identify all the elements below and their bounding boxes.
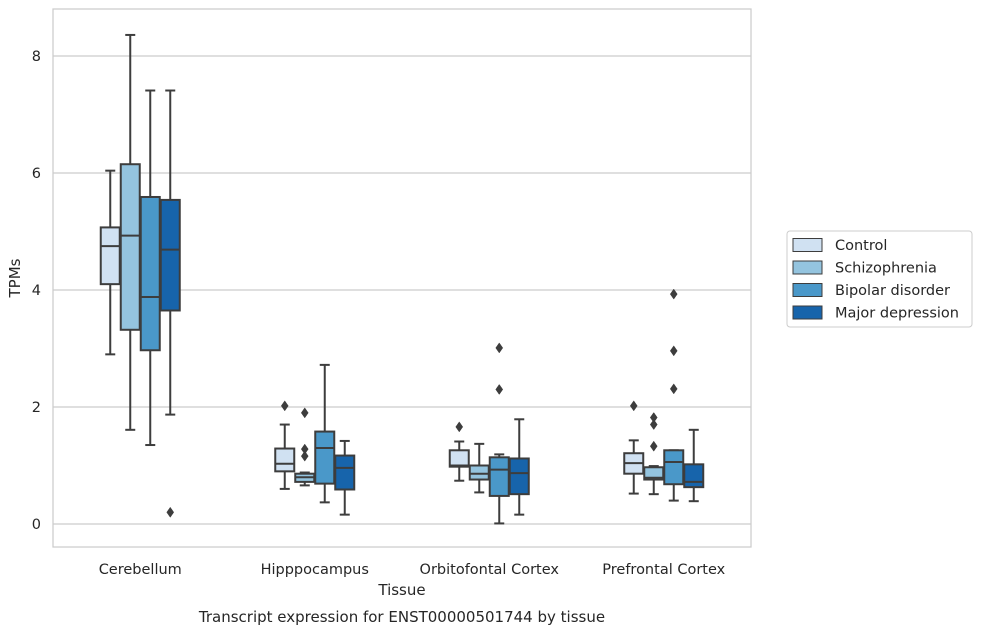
outlier-point [669,345,678,357]
x-tick-labels: Cerebellum Hipppocampus Orbitofontal Corte… [99,562,726,578]
y-tick-label: 4 [32,283,41,299]
chart-caption: Transcript expression for ENST0000050174… [198,608,605,626]
legend-item-bipolar-disorder: Bipolar disorder [792,283,950,299]
box-iqr [468,464,490,481]
box-cerebellum [99,169,121,356]
box-iqr [119,163,141,331]
y-tick-label: 2 [32,400,41,416]
x-tick-label: Prefrontal Cortex [602,562,725,578]
box-hipppocampus [334,439,356,516]
outlier-point [649,419,658,430]
box-hipppocampus [314,363,336,504]
box-hipppocampus [294,407,316,487]
legend-item-major-depression: Major depression [792,305,959,322]
legend-label: Schizophrenia [835,261,937,277]
outlier-point [455,421,464,433]
box-iqr [508,457,530,496]
outlier-point [669,288,678,300]
legend-swatch [792,283,823,297]
outlier-point [300,443,309,455]
outlier-point [300,407,309,419]
outlier-point [280,400,289,412]
box-cerebellum [119,33,141,431]
outlier-point [649,412,658,423]
box-iqr [99,226,121,286]
box-iqr [334,454,356,491]
box-iqr [314,430,336,485]
box-iqr [488,456,510,497]
outlier-point [629,400,638,412]
outlier-point [166,506,175,518]
series-bipolar-disorder [139,89,685,525]
legend-swatch [792,238,823,252]
outlier-point [300,450,309,462]
plot-area-frame [52,8,752,548]
y-tick-label: 8 [32,49,41,65]
box-prefrontal-cortex [643,412,665,496]
legend-label: Control [835,238,887,254]
legend-item-schizophrenia: Schizophrenia [792,260,937,277]
box-iqr [159,198,181,312]
x-tick-label: Cerebellum [99,562,182,578]
y-tick-labels: 0 2 4 6 8 [32,49,41,533]
outlier-point [669,383,678,395]
box-cerebellum [159,89,181,518]
y-axis-title: TPMs [6,258,24,298]
box-cerebellum [139,89,161,447]
outlier-point [495,342,504,354]
box-orbitofontal-cortex [508,418,530,516]
legend-label: Major depression [835,306,959,322]
box-orbitofontal-cortex [488,342,510,525]
box-series [99,33,705,525]
box-iqr [663,449,685,486]
legend-label: Bipolar disorder [835,283,950,299]
legend: Control Schizophrenia Bipolar disorder Majo… [786,230,973,328]
box-prefrontal-cortex [623,400,645,495]
box-iqr [683,463,705,489]
x-tick-label: Hipppocampus [261,562,369,578]
box-hipppocampus [274,400,296,490]
x-tick-label: Orbitofontal Cortex [420,562,560,578]
series-major-depression [159,89,705,518]
outlier-point [649,440,658,452]
legend-frame [786,230,973,328]
box-iqr [139,195,161,352]
box-prefrontal-cortex [663,288,685,502]
y-tick-label: 6 [32,166,41,182]
series-schizophrenia [119,33,665,496]
box-iqr [448,449,470,468]
legend-swatch [792,260,823,275]
legend-item-control: Control [792,238,887,254]
box-iqr [274,447,296,473]
box-orbitofontal-cortex [448,421,470,482]
box-orbitofontal-cortex [468,442,490,494]
series-control [99,169,645,495]
box-prefrontal-cortex [683,428,705,503]
legend-swatch [792,305,823,320]
x-axis-title: Tissue [377,581,425,599]
outlier-point [495,384,504,395]
y-tick-label: 0 [32,517,41,533]
